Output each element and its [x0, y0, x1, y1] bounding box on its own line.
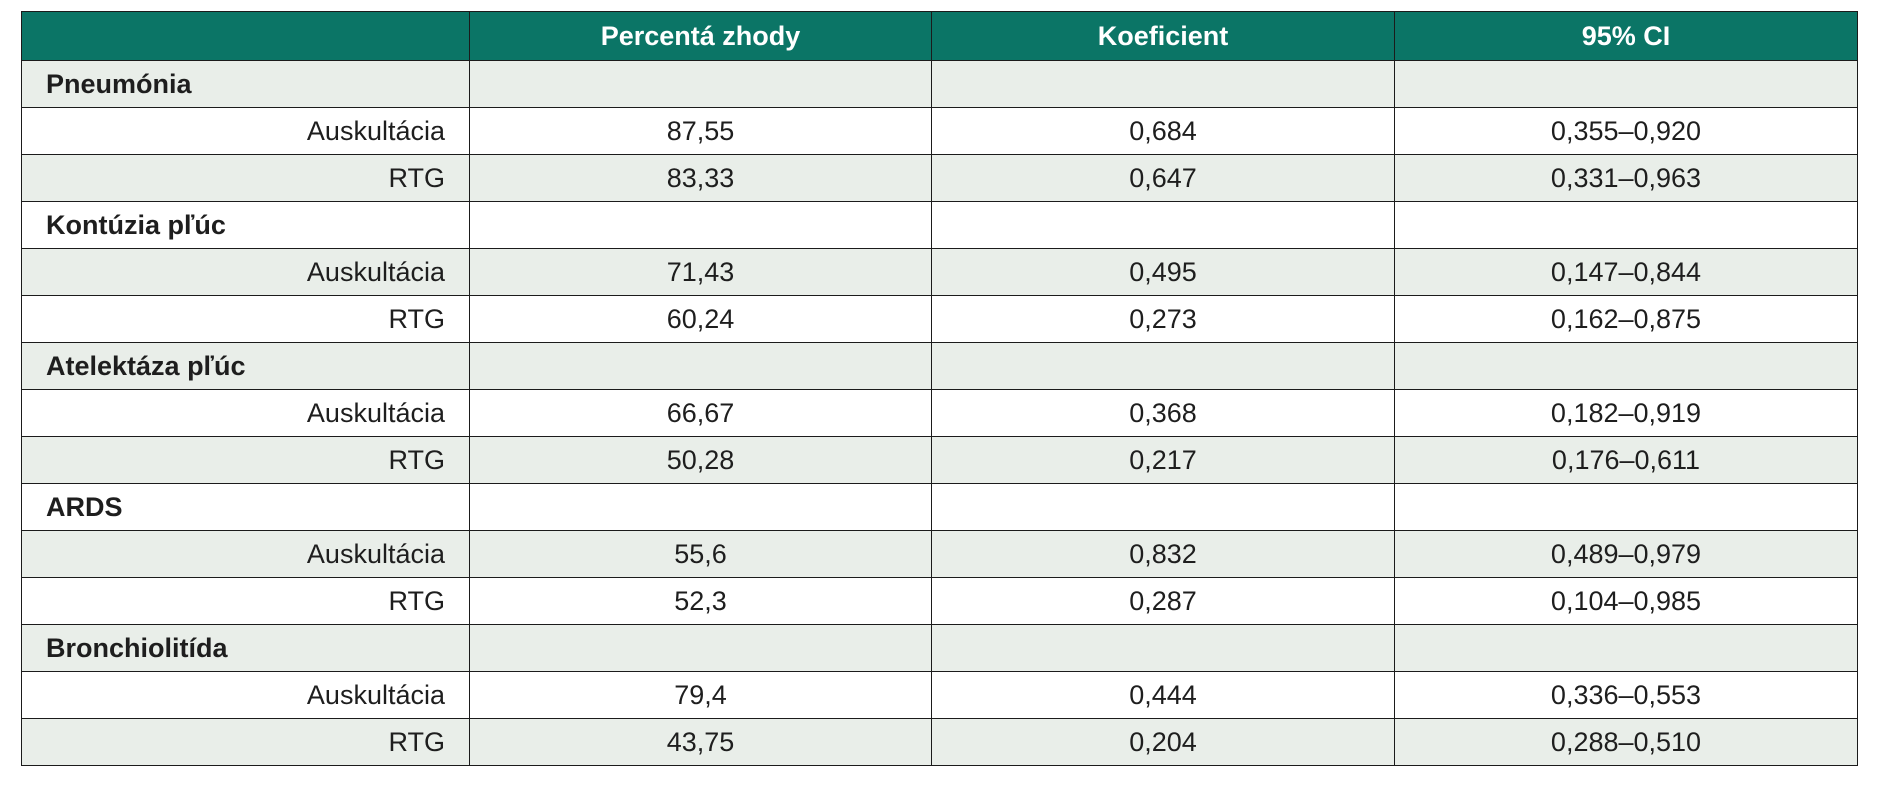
coefficient-cell: 0,832 — [931, 530, 1395, 578]
percent-cell: 50,28 — [469, 436, 932, 484]
group-label: Atelektáza pľúc — [21, 342, 470, 390]
table-row: RTG 50,28 0,217 0,176–0,611 — [21, 436, 1858, 484]
empty-cell — [469, 483, 932, 531]
ci-cell: 0,182–0,919 — [1394, 389, 1858, 437]
table-row: RTG 43,75 0,204 0,288–0,510 — [21, 718, 1858, 766]
group-row: ARDS — [21, 483, 1858, 531]
empty-cell — [1394, 624, 1858, 672]
header-row: Percentá zhody Koeficient 95% CI — [21, 11, 1858, 61]
method-label: Auskultácia — [21, 530, 470, 578]
header-ci: 95% CI — [1394, 11, 1858, 61]
coefficient-cell: 0,273 — [931, 295, 1395, 343]
empty-cell — [1394, 483, 1858, 531]
results-table: Percentá zhody Koeficient 95% CI Pneumón… — [21, 11, 1858, 766]
method-label: Auskultácia — [21, 107, 470, 155]
group-row: Atelektáza pľúc — [21, 342, 1858, 390]
method-label: RTG — [21, 436, 470, 484]
ci-cell: 0,489–0,979 — [1394, 530, 1858, 578]
group-row: Bronchiolitída — [21, 624, 1858, 672]
empty-cell — [931, 60, 1395, 108]
ci-cell: 0,162–0,875 — [1394, 295, 1858, 343]
ci-cell: 0,355–0,920 — [1394, 107, 1858, 155]
coefficient-cell: 0,444 — [931, 671, 1395, 719]
table-row: Auskultácia 79,4 0,444 0,336–0,553 — [21, 671, 1858, 719]
method-label: RTG — [21, 295, 470, 343]
coefficient-cell: 0,368 — [931, 389, 1395, 437]
empty-cell — [469, 624, 932, 672]
percent-cell: 79,4 — [469, 671, 932, 719]
results-table-container: Percentá zhody Koeficient 95% CI Pneumón… — [21, 11, 1858, 766]
empty-cell — [931, 624, 1395, 672]
group-label: ARDS — [21, 483, 470, 531]
ci-cell: 0,147–0,844 — [1394, 248, 1858, 296]
table-header: Percentá zhody Koeficient 95% CI — [21, 11, 1858, 61]
table-row: RTG 60,24 0,273 0,162–0,875 — [21, 295, 1858, 343]
empty-cell — [931, 342, 1395, 390]
coefficient-cell: 0,287 — [931, 577, 1395, 625]
table-row: Auskultácia 87,55 0,684 0,355–0,920 — [21, 107, 1858, 155]
percent-cell: 87,55 — [469, 107, 932, 155]
empty-cell — [1394, 60, 1858, 108]
group-row: Pneumónia — [21, 60, 1858, 108]
table-row: Auskultácia 71,43 0,495 0,147–0,844 — [21, 248, 1858, 296]
header-percent: Percentá zhody — [469, 11, 932, 61]
percent-cell: 66,67 — [469, 389, 932, 437]
empty-cell — [1394, 201, 1858, 249]
method-label: RTG — [21, 577, 470, 625]
method-label: Auskultácia — [21, 671, 470, 719]
coefficient-cell: 0,204 — [931, 718, 1395, 766]
table-row: RTG 52,3 0,287 0,104–0,985 — [21, 577, 1858, 625]
ci-cell: 0,336–0,553 — [1394, 671, 1858, 719]
group-label: Kontúzia pľúc — [21, 201, 470, 249]
empty-cell — [469, 201, 932, 249]
header-empty-cell — [21, 11, 470, 61]
ci-cell: 0,104–0,985 — [1394, 577, 1858, 625]
table-row: Auskultácia 66,67 0,368 0,182–0,919 — [21, 389, 1858, 437]
percent-cell: 52,3 — [469, 577, 932, 625]
group-label: Bronchiolitída — [21, 624, 470, 672]
percent-cell: 83,33 — [469, 154, 932, 202]
ci-cell: 0,176–0,611 — [1394, 436, 1858, 484]
method-label: Auskultácia — [21, 248, 470, 296]
ci-cell: 0,331–0,963 — [1394, 154, 1858, 202]
group-label: Pneumónia — [21, 60, 470, 108]
empty-cell — [469, 60, 932, 108]
coefficient-cell: 0,647 — [931, 154, 1395, 202]
group-row: Kontúzia pľúc — [21, 201, 1858, 249]
percent-cell: 60,24 — [469, 295, 932, 343]
method-label: RTG — [21, 718, 470, 766]
method-label: RTG — [21, 154, 470, 202]
header-coefficient: Koeficient — [931, 11, 1395, 61]
table-row: Auskultácia 55,6 0,832 0,489–0,979 — [21, 530, 1858, 578]
method-label: Auskultácia — [21, 389, 470, 437]
percent-cell: 43,75 — [469, 718, 932, 766]
empty-cell — [469, 342, 932, 390]
coefficient-cell: 0,684 — [931, 107, 1395, 155]
percent-cell: 71,43 — [469, 248, 932, 296]
empty-cell — [1394, 342, 1858, 390]
table-row: RTG 83,33 0,647 0,331–0,963 — [21, 154, 1858, 202]
coefficient-cell: 0,217 — [931, 436, 1395, 484]
empty-cell — [931, 201, 1395, 249]
table-body: Pneumónia Auskultácia 87,55 0,684 0,355–… — [21, 60, 1858, 766]
empty-cell — [931, 483, 1395, 531]
ci-cell: 0,288–0,510 — [1394, 718, 1858, 766]
coefficient-cell: 0,495 — [931, 248, 1395, 296]
percent-cell: 55,6 — [469, 530, 932, 578]
